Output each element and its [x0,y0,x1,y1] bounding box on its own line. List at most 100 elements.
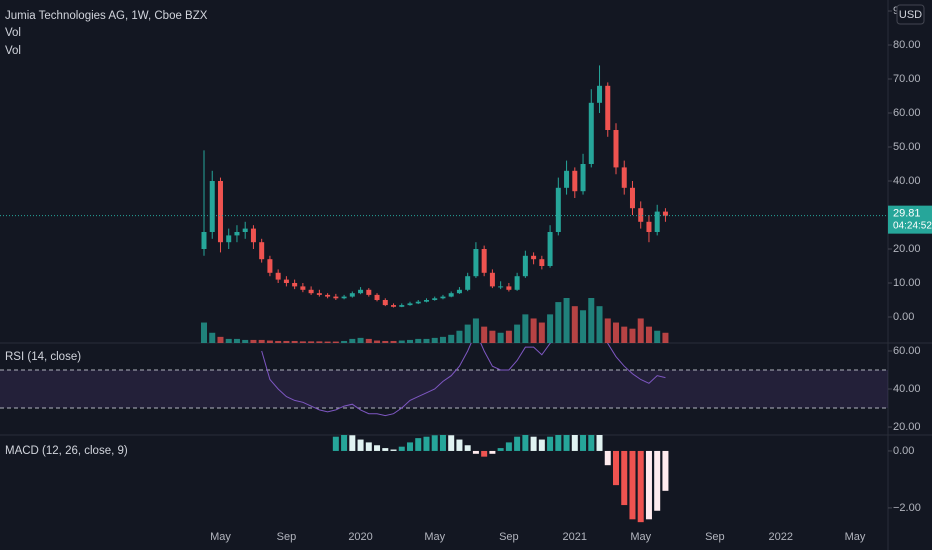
candle-body [481,248,487,273]
candle-body [448,293,454,297]
candle-body [547,231,553,266]
candle-body [489,272,495,287]
candle-body [234,231,240,236]
volume-bar [324,341,331,343]
x-tick-label: May [210,531,231,543]
candle-body [349,293,355,297]
currency-button[interactable] [896,4,925,25]
pane [201,65,669,343]
macd-bar [629,450,636,520]
macd-title: MACD (12, 26, close, 9) [5,445,128,457]
x-tick-label: 2022 [769,531,793,543]
macd-bar [481,450,488,457]
macd-bar [431,435,438,451]
macd-bar [522,435,529,451]
candle-body [564,170,570,188]
candle-body [250,228,256,243]
macd-bar [398,446,405,451]
macd-bar [505,442,512,451]
volume-bar [225,338,232,343]
y-tick-label: 60.00 [893,345,921,357]
volume-bar [374,340,381,343]
candle-body [456,289,462,294]
volume-bar [555,302,562,343]
x-tick-label: May [845,531,866,543]
volume-bar [431,337,438,343]
macd-bar [514,436,521,451]
price-tag [888,205,932,234]
macd-bar [580,435,587,451]
candle-body [333,296,339,299]
volume-bar [316,341,323,343]
volume-bar [341,340,348,343]
candle-body [201,231,207,249]
candle-body [646,221,652,232]
candle-body [498,286,504,288]
candle-body [358,289,364,294]
macd-bar [555,435,562,451]
volume-bar [497,332,504,343]
candle-body [316,293,322,295]
volume-bar [472,318,479,343]
volume-bar [654,330,661,343]
candle-body [399,305,405,307]
candle-body [292,282,298,287]
volume-bar [514,324,521,343]
candle-body [217,181,223,243]
macd-bar [563,435,570,451]
macd-bar [472,450,479,454]
volume-bar [217,336,224,343]
y-tick-label: 40.00 [893,175,921,187]
candle-body [415,301,421,304]
rsi-title: RSI (14, close) [5,351,81,363]
candle-body [473,248,479,277]
candle-body [283,279,289,283]
volume-bar [357,337,364,343]
volume-bar [283,340,290,343]
y-tick-label: 0.00 [893,445,914,457]
candle-body [366,289,372,295]
macd-bar [349,435,356,451]
indicator-label: Vol [5,27,21,39]
volume-bar [242,339,249,343]
y-tick-label: 0.00 [893,311,914,323]
volume-bar [645,326,652,343]
volume-bar [266,340,273,343]
macd-bar [613,450,619,486]
volume-bar [588,298,595,343]
candle-body [341,296,347,299]
indicator-label: Vol [5,45,21,57]
macd-bar [654,450,661,511]
last-price-label: 29.81 [893,208,921,220]
volume-bar [201,322,207,343]
volume-bar [629,328,636,343]
macd-bar [530,436,537,451]
candle-body [514,276,520,290]
macd-bar [357,439,364,451]
bar-countdown: 04:24:52 [893,220,932,231]
macd-bar [365,442,372,451]
candle-body [300,286,306,290]
macd-bar [489,450,496,454]
volume-bar [407,339,413,343]
macd-bar [332,436,339,451]
volume-bar [637,318,644,343]
macd-bar [456,439,463,451]
macd-bar [497,448,504,451]
macd-bar [621,450,628,506]
volume-bar [439,336,446,343]
macd-bar [374,445,381,451]
y-tick-label: 70.00 [893,73,921,85]
y-tick-label: 60.00 [893,107,921,119]
candle-body [506,286,512,290]
candle-body [407,303,413,306]
candle-body [629,187,635,209]
volume-bar [332,341,339,343]
candle-body [572,170,578,192]
candle-body [209,181,215,232]
volume-bar [662,332,669,343]
currency[interactable]: USD [899,9,922,21]
x-tick-label: 2020 [348,531,372,543]
y-tick-label: −2.00 [893,502,921,514]
macd-bar [439,435,446,451]
